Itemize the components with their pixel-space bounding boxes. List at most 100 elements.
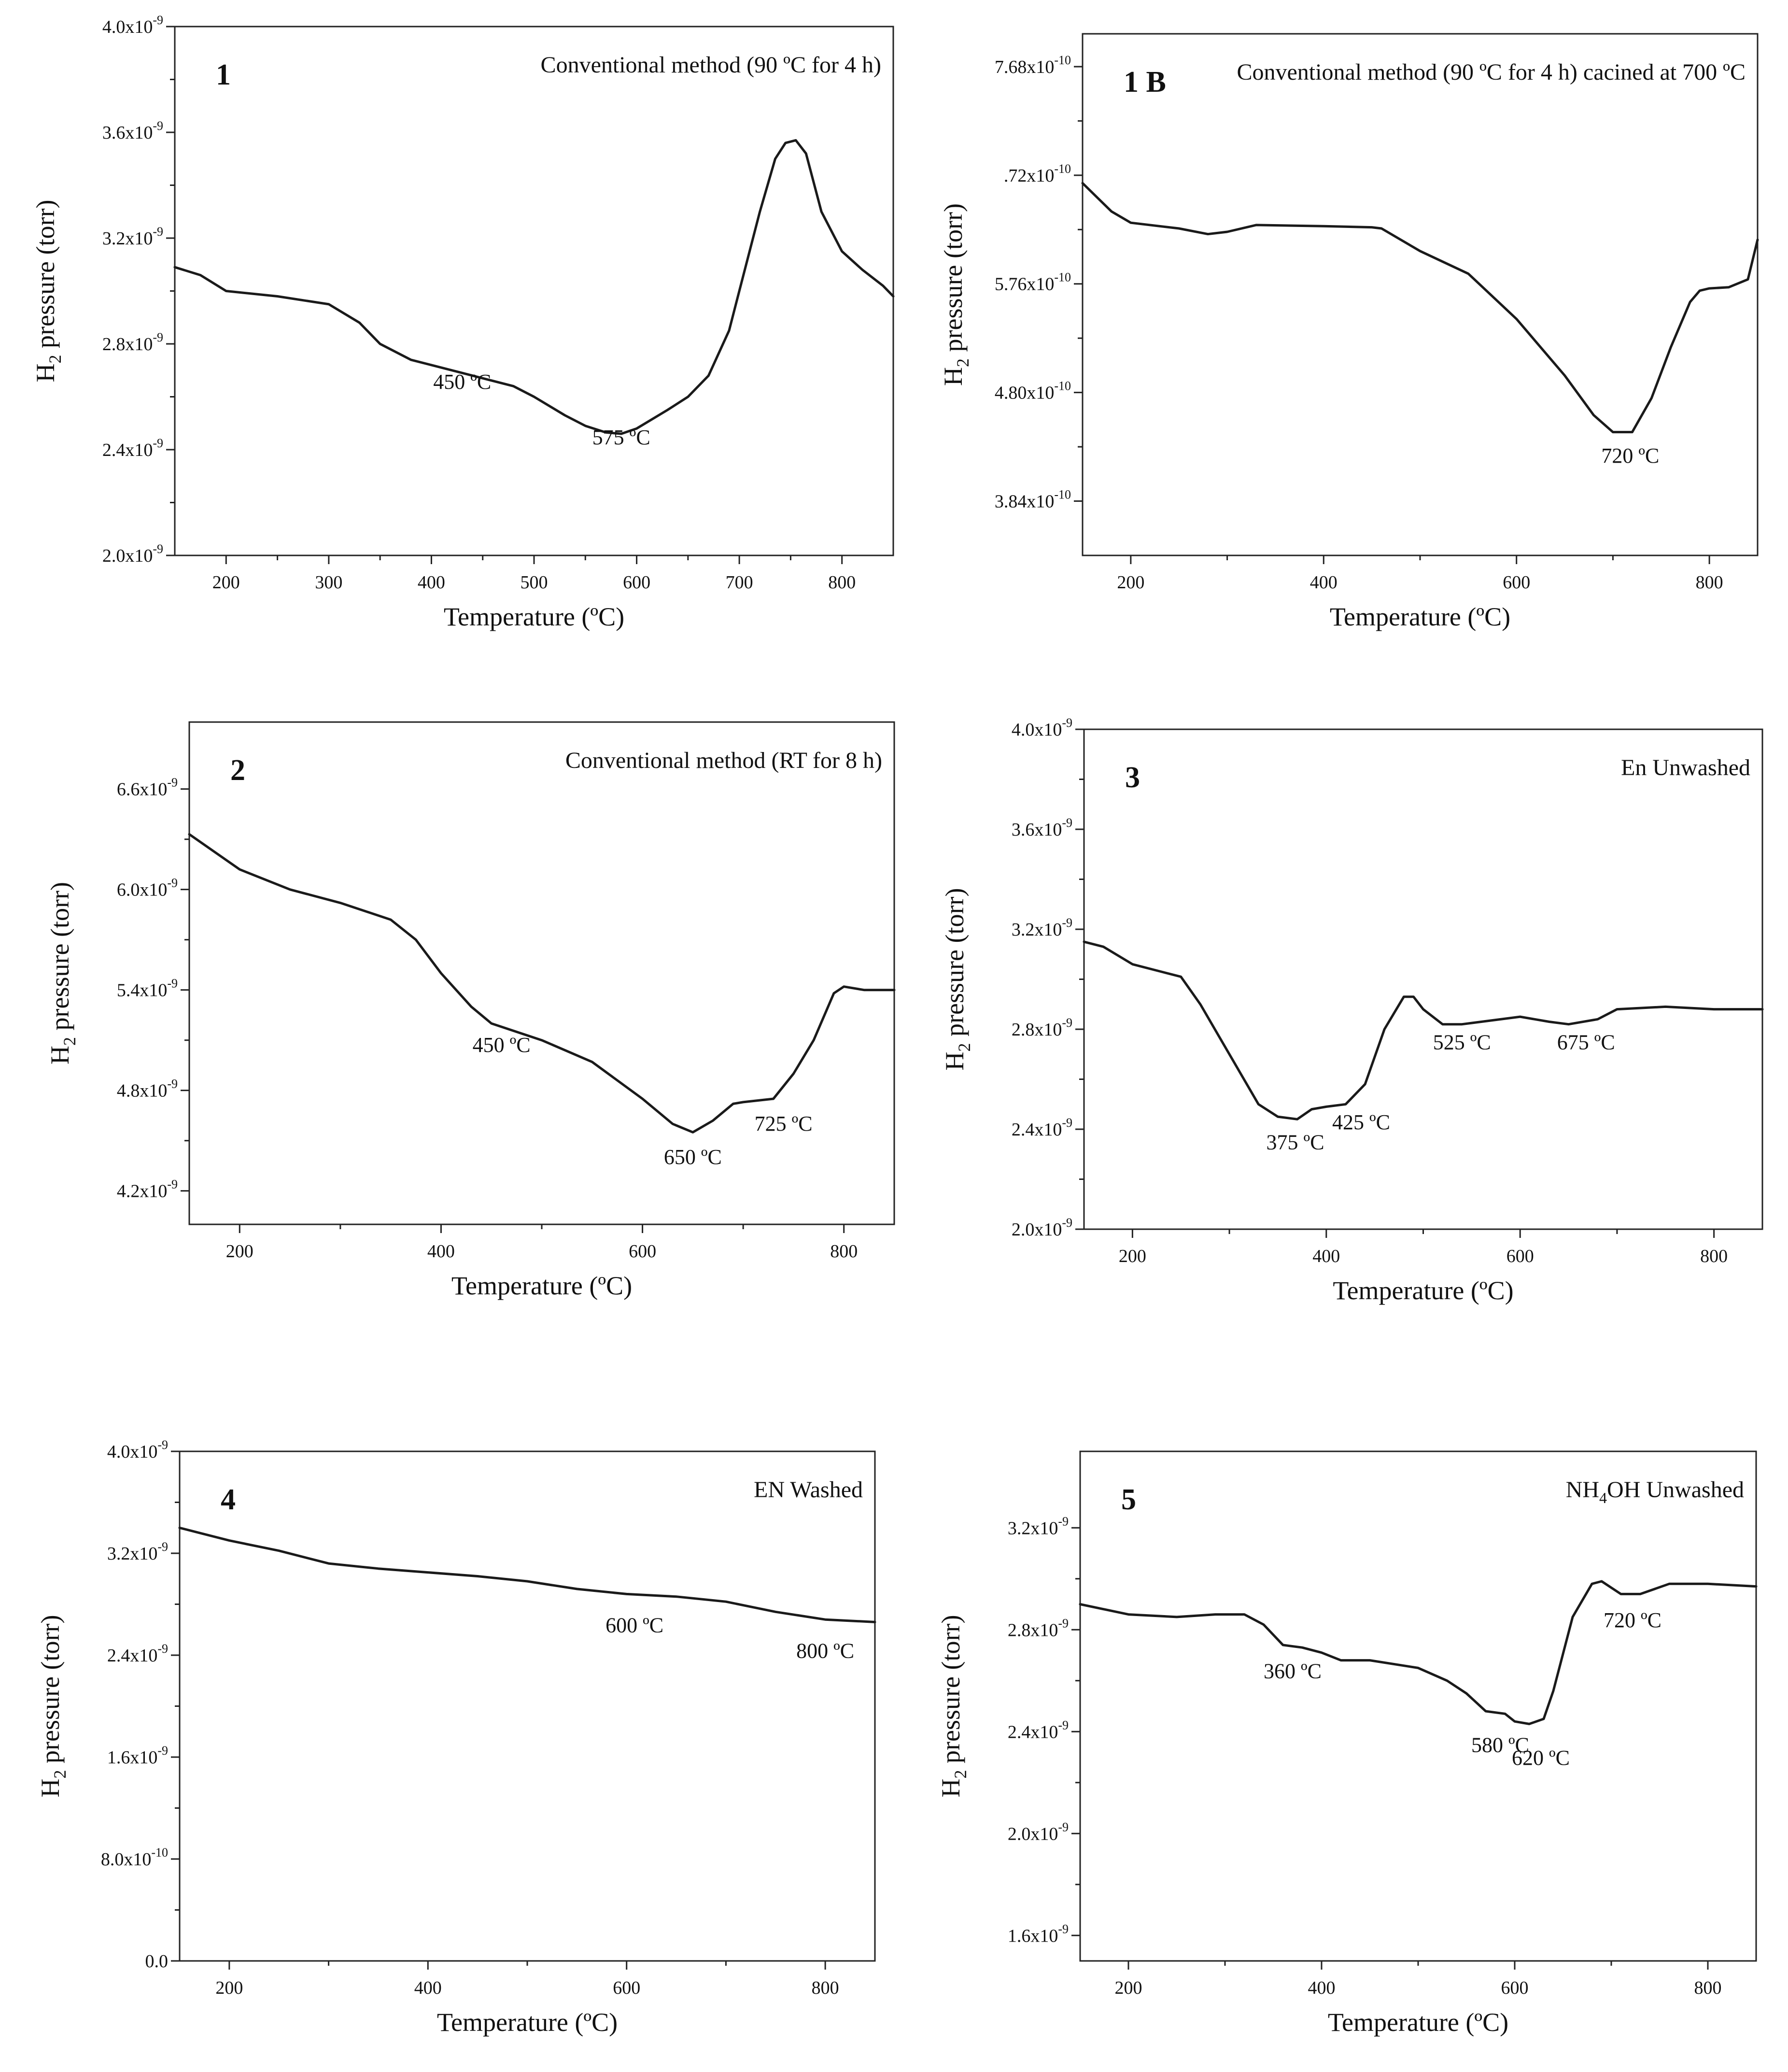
y-tick-label: 5.76x10-10 [995, 270, 1071, 295]
x-tick-label: 600 [613, 1978, 640, 1998]
peak-annotation: 800 ºC [796, 1639, 854, 1662]
peak-annotation: 580 ºC [1471, 1733, 1529, 1757]
y-tick-label: 1.6x10-9 [1008, 1922, 1069, 1946]
y-axis-label: H2 pressure (torr) [936, 1615, 970, 1798]
x-tick-label: 800 [830, 1241, 858, 1262]
y-tick-label: 1.6x10-9 [107, 1744, 168, 1768]
y-tick-label: 0.0 [145, 1951, 169, 1972]
panel-label: 1 [216, 58, 231, 91]
peak-annotation: 600 ºC [605, 1614, 663, 1637]
panel-title: Conventional method (90 ºC for 4 h) [541, 52, 881, 78]
y-tick-label: 5.4x10-9 [117, 977, 178, 1001]
panel-label: 4 [221, 1483, 236, 1516]
y-tick-label: 3.2x10-9 [102, 225, 163, 249]
plot-frame [1083, 728, 1763, 1230]
x-tick-label: 400 [1312, 1246, 1340, 1266]
series-line-p2 [188, 833, 896, 1134]
y-tick-label: 2.4x10-9 [102, 436, 163, 460]
x-tick-label: 200 [212, 572, 240, 593]
plot-frame [179, 1450, 876, 1962]
x-axis-label: Temperature (ºC) [1333, 1276, 1513, 1305]
series-line-p1 [173, 139, 895, 435]
panel-title: Conventional method (90 ºC for 4 h) caci… [1237, 59, 1746, 85]
chart-panel-p4: 200 400 600 800 0.0 8.0x10-10 1.6x10-9 2.4x10-9… [36, 1438, 876, 2037]
y-tick-label: 7.68x10-10 [995, 53, 1071, 77]
peak-annotation: 650 ºC [664, 1145, 722, 1169]
panel-label: 5 [1121, 1483, 1136, 1516]
x-tick-label: 500 [521, 572, 548, 593]
y-tick-label: 2.8x10-9 [1008, 1616, 1069, 1640]
x-tick-label: 400 [414, 1978, 442, 1998]
y-tick-label: 6.6x10-9 [117, 776, 178, 800]
x-tick-label: 800 [1694, 1978, 1722, 1998]
x-tick-label: 800 [812, 1978, 839, 1998]
x-axis-label: Temperature (ºC) [451, 1271, 632, 1300]
x-tick-label: 200 [1115, 1978, 1142, 1998]
peak-annotation: 675 ºC [1557, 1030, 1615, 1054]
y-tick-label: 2.0x10-9 [1012, 1216, 1072, 1240]
y-tick-label: 4.2x10-9 [117, 1178, 178, 1202]
x-tick-label: 400 [427, 1241, 455, 1262]
peak-annotation: 720 ºC [1604, 1608, 1661, 1632]
x-tick-label: 200 [226, 1241, 253, 1262]
y-axis-label: H2 pressure (torr) [45, 882, 79, 1064]
peak-annotation: 450 ºC [433, 370, 491, 394]
peak-annotation: 360 ºC [1264, 1659, 1322, 1683]
x-tick-label: 400 [1308, 1978, 1336, 1998]
plot-frame [188, 721, 895, 1225]
y-tick-label: 4.80x10-10 [995, 379, 1071, 403]
series-line-p3 [1083, 940, 1764, 1121]
plot-frame [1082, 33, 1759, 556]
panel-title: EN Washed [754, 1477, 863, 1503]
peak-annotation: 525 ºC [1433, 1030, 1491, 1054]
panel-label: 3 [1125, 761, 1140, 794]
series-line-p5 [1079, 1580, 1758, 1725]
y-tick-label: 2.8x10-9 [1012, 1016, 1072, 1040]
y-tick-label: 4.0x10-9 [107, 1438, 168, 1462]
y-tick-label: 6.0x10-9 [117, 876, 178, 900]
y-tick-label: 2.0x10-9 [1008, 1820, 1069, 1844]
y-axis-label: H2 pressure (torr) [940, 888, 974, 1071]
y-tick-label: 2.4x10-9 [1012, 1116, 1072, 1140]
y-axis-label: H2 pressure (torr) [36, 1615, 70, 1798]
series-line-p1b [1081, 182, 1759, 434]
peak-annotation: 620 ºC [1512, 1746, 1570, 1770]
panel-title: En Unwashed [1621, 755, 1750, 781]
chart-panel-p1: 200 300 400 500 600 700 800 2.0x10-9 2.4x10-9 2.8… [31, 13, 895, 631]
x-axis-label: Temperature (ºC) [1330, 602, 1510, 631]
x-tick-label: 400 [418, 572, 445, 593]
chart-panel-p1b: 200 400 600 800 3.84x10-10 4.80x10-10 5.76x10-… [939, 33, 1759, 631]
y-tick-label: .72x10-10 [1004, 162, 1071, 186]
x-tick-label: 200 [1119, 1246, 1146, 1266]
series-line-p4 [178, 1526, 876, 1623]
plot-frame [174, 26, 894, 556]
y-tick-label: 2.8x10-9 [102, 330, 163, 355]
y-tick-label: 3.6x10-9 [1012, 816, 1072, 840]
y-tick-label: 2.0x10-9 [102, 542, 163, 566]
x-tick-label: 800 [1696, 572, 1723, 593]
x-tick-label: 600 [1503, 572, 1530, 593]
x-tick-label: 600 [623, 572, 650, 593]
x-axis-label: Temperature (ºC) [437, 2008, 618, 2037]
y-axis-label: H2 pressure (torr) [939, 203, 972, 386]
y-tick-label: 4.0x10-9 [102, 13, 163, 37]
x-tick-label: 600 [629, 1241, 656, 1262]
x-tick-label: 600 [1506, 1246, 1534, 1266]
y-tick-label: 2.4x10-9 [1008, 1718, 1069, 1742]
x-tick-label: 200 [215, 1978, 243, 1998]
peak-annotation: 575 ºC [592, 426, 650, 449]
peak-annotation: 725 ºC [755, 1112, 813, 1135]
panel-label: 1 B [1124, 66, 1166, 99]
x-tick-label: 200 [1117, 572, 1144, 593]
x-axis-label: Temperature (ºC) [444, 602, 624, 631]
y-tick-label: 3.2x10-9 [1008, 1514, 1069, 1538]
y-tick-label: 2.4x10-9 [107, 1642, 168, 1666]
x-axis-label: Temperature (ºC) [1328, 2008, 1508, 2037]
y-tick-label: 8.0x10-10 [101, 1845, 168, 1870]
chart-panel-p3: 200 400 600 800 2.0x10-9 2.4x10-9 2.8x10-9 3.2x… [940, 716, 1764, 1305]
y-tick-label: 3.2x10-9 [1012, 916, 1072, 940]
y-tick-label: 3.2x10-9 [107, 1540, 168, 1564]
y-tick-label: 4.0x10-9 [1012, 716, 1072, 740]
x-tick-label: 600 [1501, 1978, 1529, 1998]
y-tick-label: 3.84x10-10 [995, 488, 1071, 512]
